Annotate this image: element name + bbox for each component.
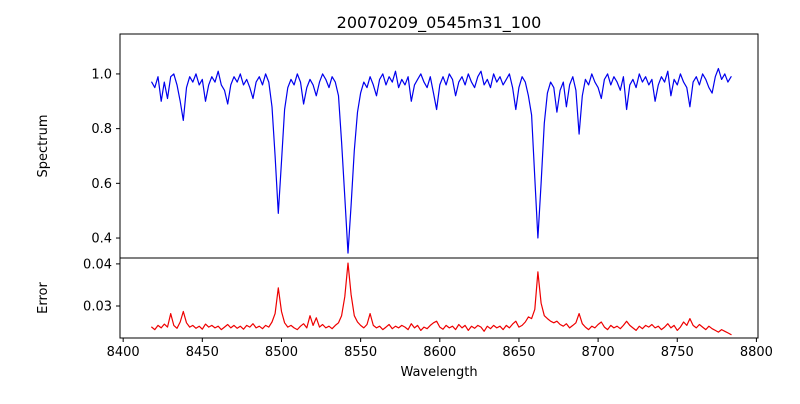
figure-title: 20070209_0545m31_100 xyxy=(337,13,542,33)
top-axes-border xyxy=(119,33,759,259)
x-tick-label: 8500 xyxy=(265,345,298,360)
top-y-axis-label: Spectrum xyxy=(36,115,51,178)
top-axes: 0.4 0.6 0.8 1.0 Spectrum xyxy=(36,33,759,259)
x-axis-label: Wavelength xyxy=(400,365,477,380)
x-tick-label: 8450 xyxy=(186,345,219,360)
x-tick-label: 8650 xyxy=(502,345,535,360)
x-tick-label: 8750 xyxy=(661,345,694,360)
x-axis-ticks: 8400 8450 8500 8550 8600 8650 8700 8750 8800 xyxy=(107,338,773,360)
x-tick-label: 8700 xyxy=(582,345,615,360)
x-tick-label: 8800 xyxy=(740,345,773,360)
y-tick-label: 0.6 xyxy=(91,177,112,192)
x-tick-label: 8550 xyxy=(344,345,377,360)
error-line-series xyxy=(151,262,732,336)
top-y-axis-ticks: 0.4 0.6 0.8 1.0 xyxy=(91,67,120,247)
bottom-y-axis-label: Error xyxy=(36,282,51,314)
y-tick-label: 0.04 xyxy=(83,257,112,272)
spectrum-line-series xyxy=(151,67,732,254)
bottom-y-axis-ticks: 0.03 0.04 xyxy=(83,257,120,315)
bottom-axes: 0.03 0.04 8400 8450 8500 8550 8600 8650 8700 875… xyxy=(36,257,773,380)
y-tick-label: 1.0 xyxy=(91,67,112,82)
x-tick-label: 8400 xyxy=(107,345,140,360)
y-tick-label: 0.03 xyxy=(83,300,112,315)
bottom-axes-border xyxy=(119,257,759,339)
x-tick-label: 8600 xyxy=(423,345,456,360)
y-tick-label: 0.8 xyxy=(91,122,112,137)
y-tick-label: 0.4 xyxy=(91,232,112,247)
